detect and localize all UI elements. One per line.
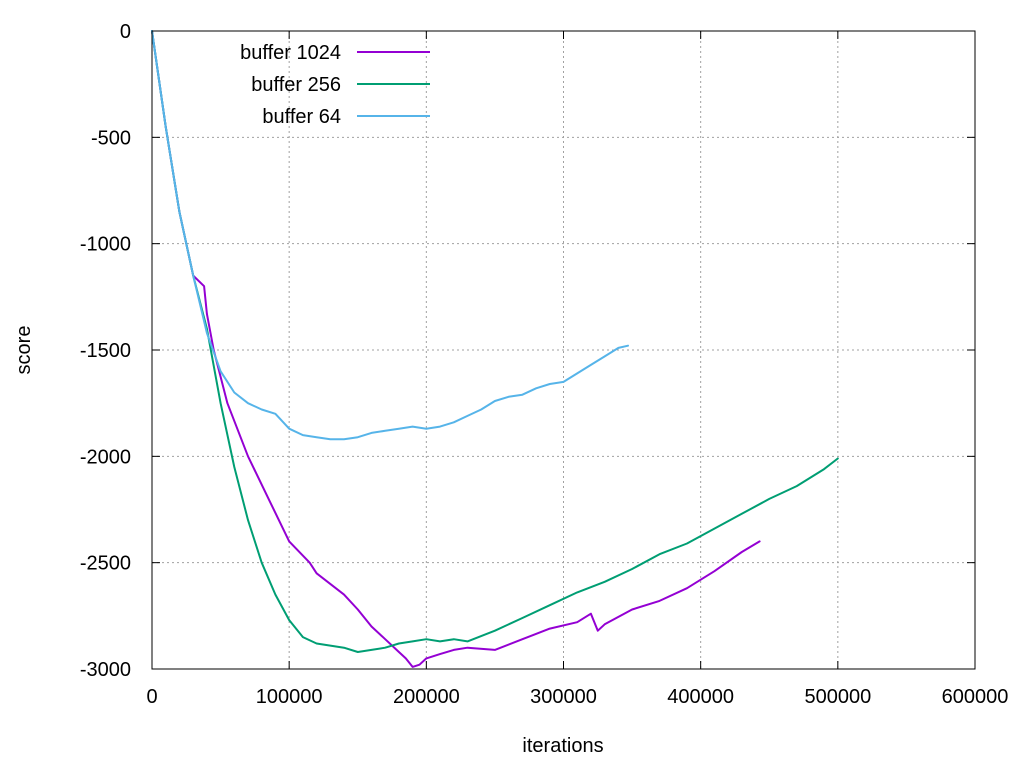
y-tick-label: -500: [91, 127, 131, 149]
legend-label: buffer 64: [262, 106, 341, 128]
tick-labels: 0 100000 200000 300000 400000 500000 600000 0 -5…: [80, 21, 1009, 708]
y-tick-label: -1000: [80, 234, 131, 256]
legend: buffer 1024 buffer 256 buffer 64: [240, 42, 430, 128]
series-layer: [151, 30, 839, 668]
series-line-3: [151, 30, 629, 441]
y-tick-label: -2000: [80, 446, 131, 468]
y-axis-label: score: [13, 326, 35, 375]
x-tick-label: 0: [146, 686, 157, 708]
x-tick-label: 600000: [942, 686, 1009, 708]
ticks: [151, 30, 976, 670]
y-tick-label: -1500: [80, 340, 131, 362]
y-tick-label: -3000: [80, 659, 131, 681]
x-tick-label: 100000: [256, 686, 323, 708]
y-tick-label: -2500: [80, 553, 131, 575]
x-tick-label: 400000: [667, 686, 734, 708]
legend-label: buffer 256: [251, 74, 341, 96]
x-tick-label: 500000: [804, 686, 871, 708]
x-axis-label: iterations: [522, 735, 603, 757]
series-line-2: [151, 30, 839, 653]
y-tick-label: 0: [120, 21, 131, 43]
legend-label: buffer 1024: [240, 42, 341, 64]
x-tick-label: 200000: [393, 686, 460, 708]
grid: [152, 31, 975, 669]
series-line-1: [151, 30, 761, 668]
x-tick-label: 300000: [530, 686, 597, 708]
